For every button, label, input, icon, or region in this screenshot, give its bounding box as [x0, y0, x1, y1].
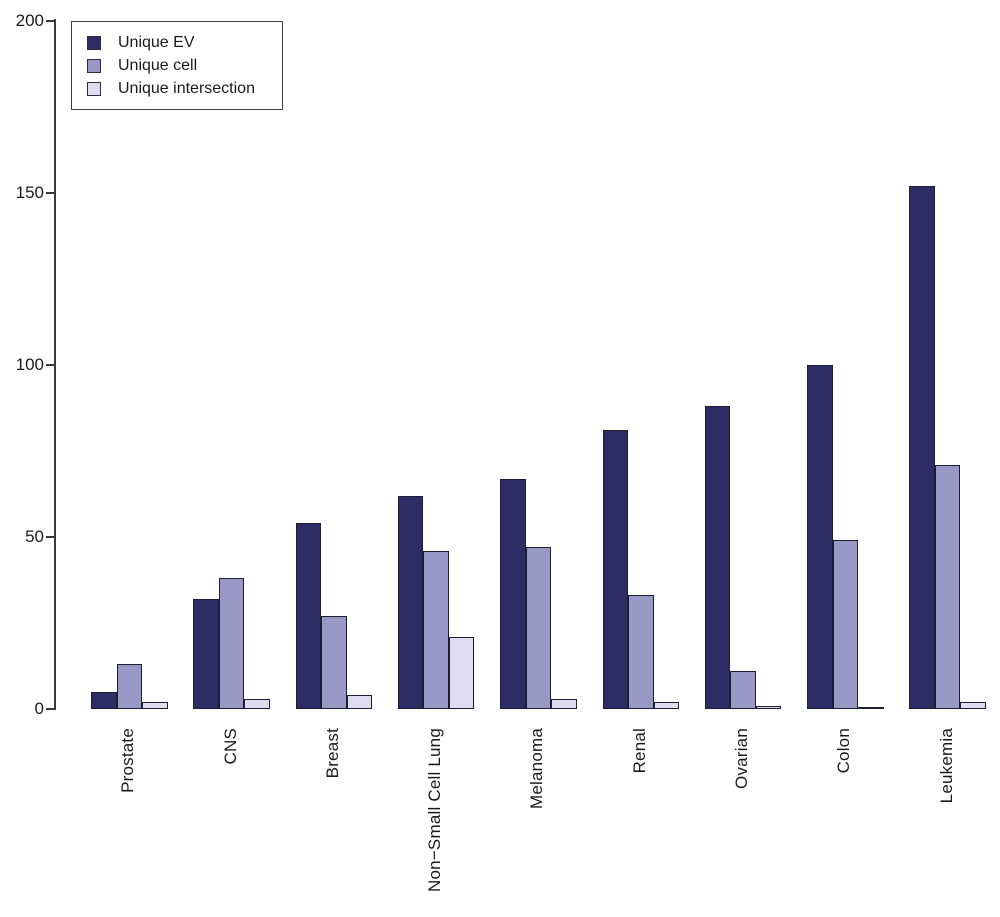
bar-unique-cell-leukemia [934, 464, 961, 709]
legend-label: Unique EV [118, 33, 195, 51]
bar-unique-intersection-breast [346, 695, 373, 709]
y-tick-label-100: 100 [15, 355, 44, 374]
legend-item-unique-intersection: Unique intersection [87, 77, 282, 100]
y-tick-label-150: 150 [15, 183, 44, 202]
y-tick-150 [46, 192, 54, 194]
bar-unique-cell-cns [218, 578, 245, 709]
x-label-cns: CNS [220, 728, 240, 765]
bar-unique-intersection-ovarian [755, 705, 782, 709]
y-tick-50 [46, 536, 54, 538]
bar-unique-intersection-renal [653, 702, 679, 709]
bar-unique-ev-cns [193, 598, 219, 709]
bar-unique-cell-ovarian [730, 671, 756, 709]
x-label-melanoma: Melanoma [527, 728, 547, 809]
legend-swatch-unique-intersection-icon [87, 81, 101, 96]
legend-label: Unique cell [118, 56, 198, 74]
legend-swatch-unique-cell-icon [87, 58, 101, 73]
legend-item-unique-ev: Unique EV [87, 31, 282, 54]
legend-swatch-unique-ev-icon [87, 35, 101, 50]
bar-unique-cell-colon [832, 540, 859, 709]
y-axis-line [54, 19, 56, 710]
bar-unique-cell-prostate [116, 664, 142, 709]
bar-unique-cell-non-small-cell-lung [423, 550, 449, 709]
bar-unique-intersection-colon [858, 706, 884, 709]
bar-unique-ev-melanoma [500, 478, 526, 709]
y-tick-label-0: 0 [34, 699, 44, 718]
bar-unique-ev-colon [807, 365, 833, 709]
x-label-ovarian: Ovarian [732, 728, 752, 789]
x-label-colon: Colon [834, 728, 854, 774]
bar-unique-ev-ovarian [704, 406, 731, 709]
bar-unique-intersection-leukemia [960, 702, 986, 709]
y-tick-0 [46, 708, 54, 710]
y-tick-label-200: 200 [15, 11, 44, 30]
bar-unique-intersection-non-small-cell-lung [448, 636, 475, 709]
bar-unique-ev-breast [295, 523, 322, 709]
y-tick-label-50: 50 [25, 527, 44, 546]
bar-unique-intersection-prostate [142, 702, 168, 709]
bar-unique-cell-renal [628, 595, 654, 709]
bar-unique-cell-breast [321, 616, 347, 709]
y-tick-200 [46, 20, 54, 22]
x-label-breast: Breast [322, 728, 342, 779]
x-label-renal: Renal [629, 728, 649, 774]
x-label-prostate: Prostate [118, 728, 138, 793]
bar-unique-cell-melanoma [525, 547, 552, 709]
bar-unique-ev-renal [602, 430, 628, 709]
bar-unique-ev-non-small-cell-lung [397, 495, 424, 709]
legend-item-unique-cell: Unique cell [87, 54, 282, 77]
bar-unique-ev-leukemia [909, 186, 935, 709]
y-tick-100 [46, 364, 54, 366]
x-label-non-small-cell-lung: Non−Small Cell Lung [425, 728, 445, 892]
x-label-leukemia: Leukemia [936, 728, 956, 804]
bar-unique-intersection-cns [244, 698, 270, 709]
bar-unique-intersection-melanoma [551, 698, 577, 709]
bar-unique-ev-prostate [91, 691, 117, 709]
legend: Unique EV Unique cell Unique intersectio… [71, 21, 283, 110]
legend-label: Unique intersection [118, 79, 255, 97]
